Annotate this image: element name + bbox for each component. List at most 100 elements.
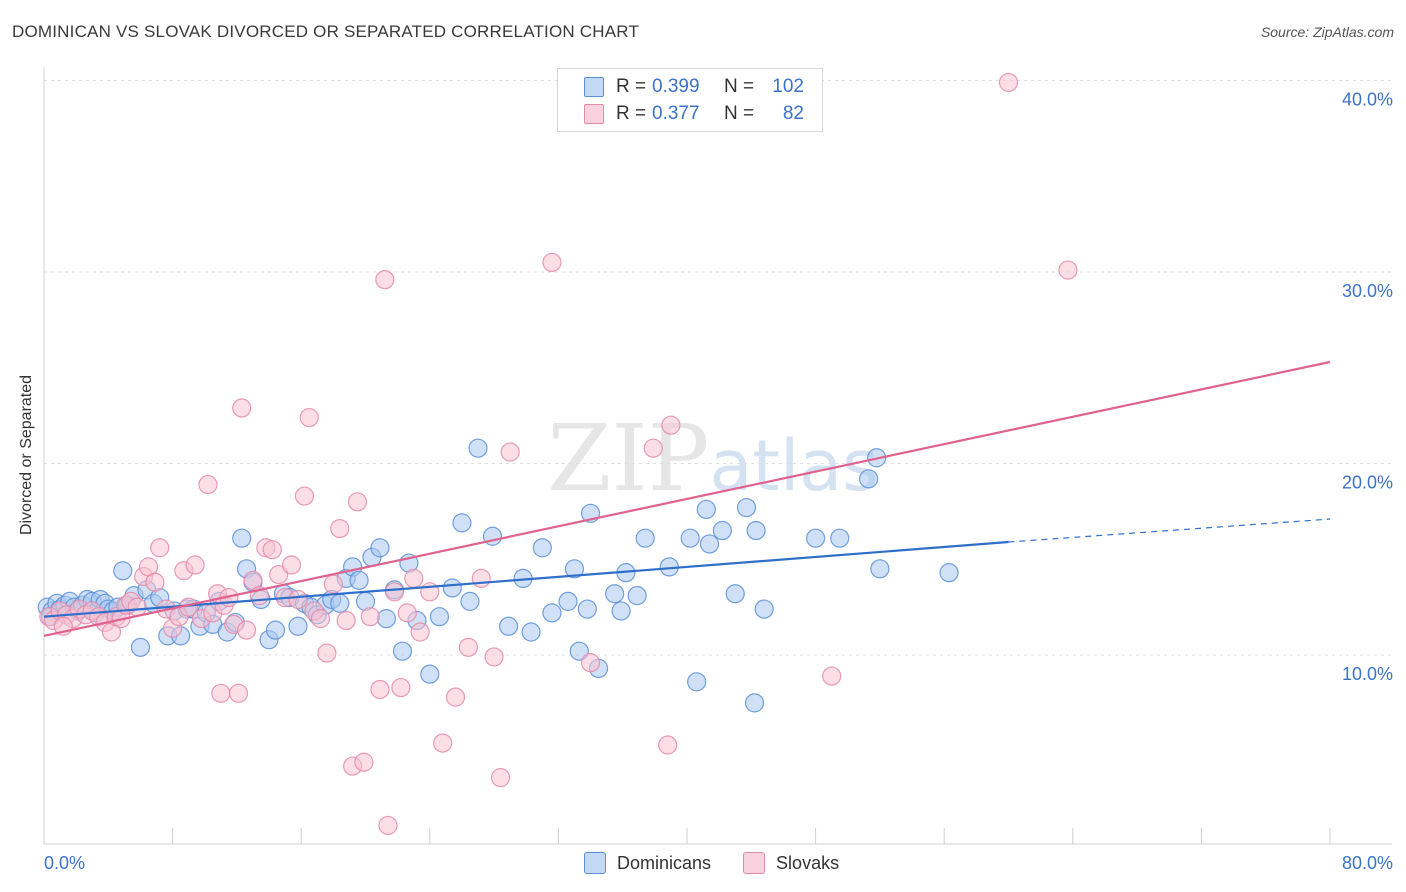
slovaks-point	[370, 679, 390, 700]
y-tick-label: 20.0%	[1342, 473, 1393, 493]
r-label: R =	[616, 76, 647, 97]
y-tick-label: 10.0%	[1342, 664, 1393, 684]
dominicans-swatch	[584, 77, 604, 97]
slovaks-point	[378, 815, 398, 836]
legend-label-slovaks: Slovaks	[776, 852, 840, 873]
slovaks-point	[145, 572, 165, 592]
dominicans-point	[564, 559, 585, 579]
dominicans-point	[859, 469, 879, 489]
n-value: 82	[782, 103, 804, 124]
series-legend: Dominicans Slovaks	[584, 852, 871, 874]
dominicans-point	[532, 538, 552, 558]
slovaks-point	[281, 555, 302, 575]
slovaks-point	[484, 647, 504, 667]
dominicans-point	[420, 664, 440, 684]
slovaks-point	[211, 683, 231, 703]
stats-legend: R = 0.399 N = 102 R = 0.377 N = 82	[557, 68, 823, 132]
dominicans-point	[376, 609, 396, 629]
legend-label-dominicans: Dominicans	[617, 852, 712, 873]
slovaks-point	[127, 597, 147, 617]
slovaks-point	[150, 538, 170, 558]
slovaks-point	[661, 415, 681, 435]
dominicans-point	[725, 584, 745, 604]
legend-item-slovaks[interactable]: Slovaks	[743, 852, 839, 874]
slovaks-point	[471, 568, 491, 589]
slovaks-point	[375, 270, 395, 290]
dominicans-point	[939, 563, 959, 583]
dominicans-point	[635, 528, 655, 548]
slovaks-point	[323, 574, 343, 594]
dominicans-point	[627, 586, 647, 606]
dominicans-trendline-extension	[1008, 518, 1331, 543]
slovaks-point	[288, 589, 308, 610]
dominicans-legend-swatch	[584, 852, 606, 874]
slovaks-point	[1058, 260, 1078, 280]
slovaks-point	[232, 398, 252, 418]
slovaks-point	[433, 733, 453, 753]
y-tick-label: 40.0%	[1342, 90, 1393, 110]
slovaks-point	[658, 735, 678, 755]
n-value: 102	[772, 76, 804, 97]
slovaks-point	[500, 442, 520, 462]
slovaks-point	[294, 486, 315, 506]
stats-row-dominicans: R = 0.399 N = 102	[584, 75, 804, 99]
dominicans-point	[521, 622, 541, 642]
slovaks-point	[458, 637, 478, 657]
dominicans-point	[468, 438, 488, 458]
slovaks-swatch	[584, 104, 604, 124]
slovaks-point	[360, 607, 380, 627]
slovaks-point	[998, 72, 1019, 93]
dominicans-point	[288, 616, 308, 636]
slovaks-point	[330, 519, 350, 539]
dominicans-point	[577, 599, 597, 619]
y-tick-label: 30.0%	[1342, 281, 1393, 301]
slovaks-point	[490, 767, 511, 788]
chart-title: DOMINICAN VS SLOVAK DIVORCED OR SEPARATE…	[12, 22, 640, 41]
dominicans-point	[870, 559, 890, 579]
slovaks-legend-swatch	[743, 852, 766, 874]
dominicans-point	[754, 599, 774, 619]
slovaks-point	[269, 564, 289, 585]
watermark: ZIPatlas	[547, 405, 878, 512]
dominicans-point	[680, 528, 700, 548]
dominicans-point	[611, 601, 631, 621]
slovaks-point	[643, 438, 663, 458]
dominicans-point	[830, 528, 850, 548]
dominicans-point	[699, 534, 720, 554]
slovaks-point	[228, 683, 249, 703]
dominicans-point	[498, 616, 519, 636]
slovaks-point	[310, 609, 331, 629]
r-label: R =	[616, 103, 647, 124]
slovaks-point	[391, 677, 411, 698]
dominicans-point	[349, 570, 369, 590]
dominicans-point	[712, 520, 732, 541]
dominicans-point	[392, 641, 413, 661]
slovaks-point	[404, 568, 424, 589]
dominicans-point	[452, 513, 472, 533]
slovaks-point	[299, 407, 319, 428]
slovaks-point	[198, 474, 218, 495]
dominicans-trendline	[43, 540, 1009, 618]
slovaks-point	[822, 666, 842, 686]
dominicans-point	[113, 561, 133, 581]
dominicans-point	[558, 591, 578, 611]
r-value: 0.399	[652, 76, 700, 97]
dominicans-point	[232, 528, 252, 548]
dominicans-point	[542, 603, 562, 623]
dominicans-point	[130, 637, 151, 657]
n-label: N =	[724, 76, 755, 97]
dominicans-point	[805, 528, 826, 548]
dominicans-point	[605, 584, 625, 604]
slovaks-point	[542, 252, 562, 273]
slovaks-point	[185, 555, 205, 575]
dominicans-point	[460, 591, 480, 611]
r-value: 0.377	[652, 103, 700, 124]
slovaks-point	[317, 643, 337, 663]
dominicans-point	[442, 578, 462, 598]
dominicans-point	[569, 641, 589, 661]
dominicans-point	[429, 607, 450, 627]
source-note: Source: ZipAtlas.com	[1260, 24, 1394, 40]
dominicans-point	[736, 497, 757, 518]
legend-item-dominicans[interactable]: Dominicans	[584, 852, 711, 874]
